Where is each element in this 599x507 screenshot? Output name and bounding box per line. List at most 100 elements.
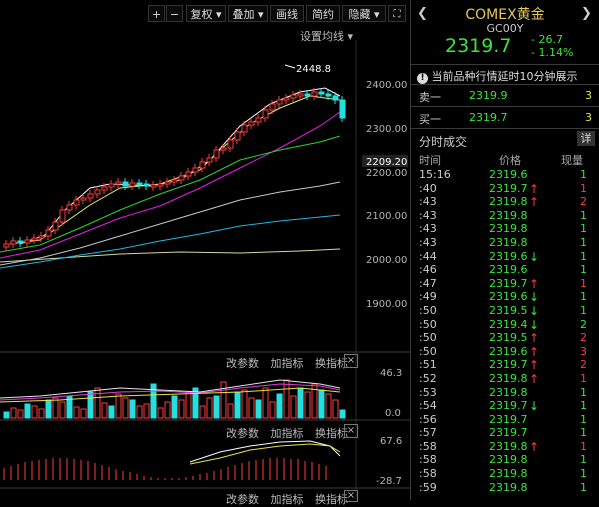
volume-switch-indicator-button[interactable]: 换指标 — [315, 357, 348, 370]
trade-volume: 1 — [580, 412, 587, 426]
summary-button[interactable]: 简约 — [306, 5, 340, 22]
trade-volume: 2 — [580, 317, 587, 331]
trade-volume: 1 — [580, 453, 587, 467]
volume-bar — [269, 401, 276, 419]
fullscreen-icon[interactable]: ⛶ — [388, 5, 406, 22]
col-volume-header: 现量 — [561, 154, 583, 167]
ma-settings-link[interactable]: 设置均线 ▾ — [300, 30, 354, 43]
ma-settings-label: 设置均线 — [300, 30, 344, 43]
volume-bar — [24, 403, 31, 419]
trade-time: :54 — [419, 399, 437, 413]
trade-time: :58 — [419, 439, 437, 453]
trades-list[interactable]: 15:16 2319.6 1:40 2319.7 ↑ 1:43 2319.8 ↑ 2:43 231… — [411, 168, 599, 494]
candle — [185, 171, 192, 177]
overlay-button[interactable]: 叠加 ▾ — [228, 5, 268, 22]
volume-bar — [157, 407, 164, 419]
volume-bar — [248, 397, 255, 419]
volume-bar — [73, 406, 80, 419]
volume-add-indicator-button[interactable]: 加指标 — [270, 357, 304, 370]
trade-row: :50 2319.4 ↓ 2 — [411, 318, 599, 332]
bottom-close-icon[interactable]: × — [344, 490, 358, 502]
macd-change-param-button[interactable]: 改参数 — [226, 427, 259, 440]
trade-price: 2319.8 — [489, 208, 528, 222]
candle — [255, 117, 262, 123]
trade-row: :50 2319.5 ↓ 1 — [411, 304, 599, 318]
volume-bar — [297, 387, 304, 419]
candle — [297, 93, 304, 97]
trade-volume: 1 — [580, 290, 587, 304]
volume-bar — [220, 381, 227, 419]
trade-row: :52 2319.8 ↑ 1 — [411, 372, 599, 386]
kline-chart-area[interactable]: + − 复权 ▾ 叠加 ▾ 画线 简约 隐藏 ▾ ⛶ 设置均线 ▾ 2400.0… — [0, 0, 410, 506]
volume-close-icon[interactable]: × — [344, 354, 358, 368]
candle — [206, 157, 213, 163]
trade-time: :58 — [419, 467, 437, 481]
last-price: 2319.7 — [445, 35, 512, 57]
trade-price: 2319.8 — [489, 439, 528, 453]
trade-row: :59 2319.8 1 — [411, 481, 599, 495]
trade-row: :54 2319.7 ↓ 1 — [411, 399, 599, 413]
macd-add-indicator-button[interactable]: 加指标 — [270, 427, 304, 440]
hide-button[interactable]: 隐藏 ▾ — [342, 5, 386, 22]
trade-row: :50 2319.5 ↑ 2 — [411, 331, 599, 345]
trade-row: :49 2319.6 ↓ 1 — [411, 290, 599, 304]
candle — [276, 99, 283, 105]
candle — [213, 149, 220, 159]
candle — [10, 240, 17, 245]
trade-row: :43 2319.8 ↑ 2 — [411, 195, 599, 209]
trade-volume: 1 — [580, 467, 587, 481]
candle — [80, 197, 87, 201]
trade-price: 2319.8 — [489, 385, 528, 399]
volume-zero-label: 0.0 — [385, 408, 401, 419]
trade-price: 2319.6 — [489, 290, 528, 304]
overlay-label: 叠加 — [232, 8, 255, 21]
restore-rights-button[interactable]: 复权 ▾ — [186, 5, 226, 22]
trade-time: :43 — [419, 235, 437, 249]
trade-price: 2319.7 — [489, 181, 528, 195]
volume-bar — [164, 401, 171, 419]
trade-volume: 1 — [580, 208, 587, 222]
volume-bar — [171, 395, 178, 419]
candle — [73, 199, 80, 206]
trade-time: :50 — [419, 331, 437, 345]
volume-bar — [129, 399, 136, 419]
chart-canvas: 2400.00 2300.00 2200.00 2100.00 2000.00 … — [0, 40, 410, 500]
volume-bar — [325, 393, 332, 419]
trade-time: :50 — [419, 344, 437, 358]
candle — [115, 181, 122, 185]
trade-time: :49 — [419, 290, 437, 304]
volume-bar — [276, 393, 283, 419]
volume-bar — [311, 383, 318, 419]
price-axis-label: 2000.00 — [366, 255, 407, 266]
zoom-in-button[interactable]: + — [148, 5, 165, 22]
trade-volume: 1 — [580, 426, 587, 440]
detail-button[interactable]: 详 — [577, 131, 595, 146]
volume-bar — [339, 409, 346, 419]
trade-price: 2319.6 — [489, 344, 528, 358]
instrument-name: COMEX黄金 — [465, 7, 545, 23]
draw-line-button[interactable]: 画线 — [270, 5, 304, 22]
arrow-up-icon: ↑ — [529, 439, 540, 454]
volume-bar — [206, 397, 213, 419]
trade-price: 2319.8 — [489, 195, 528, 209]
trade-time: :44 — [419, 249, 437, 263]
bid-price: 2319.7 — [469, 111, 508, 124]
trade-volume: 1 — [580, 222, 587, 236]
trade-row: :46 2319.6 1 — [411, 263, 599, 277]
volume-bar — [332, 399, 339, 419]
prev-symbol-icon[interactable]: ❮ — [417, 6, 428, 21]
trade-price: 2319.6 — [489, 263, 528, 277]
trade-row: :43 2319.8 1 — [411, 209, 599, 223]
trade-row: :43 2319.8 1 — [411, 236, 599, 250]
volume-bar — [185, 391, 192, 419]
macd-switch-indicator-button[interactable]: 换指标 — [315, 427, 348, 440]
arrow-up-icon: ↑ — [529, 358, 540, 373]
next-symbol-icon[interactable]: ❯ — [581, 6, 592, 21]
trade-volume: 2 — [580, 331, 587, 345]
macd-close-icon[interactable]: × — [344, 424, 358, 438]
zoom-out-button[interactable]: − — [166, 5, 183, 22]
volume-change-param-button[interactable]: 改参数 — [226, 357, 259, 370]
trade-volume: 1 — [580, 439, 587, 453]
trade-volume: 1 — [580, 181, 587, 195]
trade-price: 2319.5 — [489, 303, 528, 317]
